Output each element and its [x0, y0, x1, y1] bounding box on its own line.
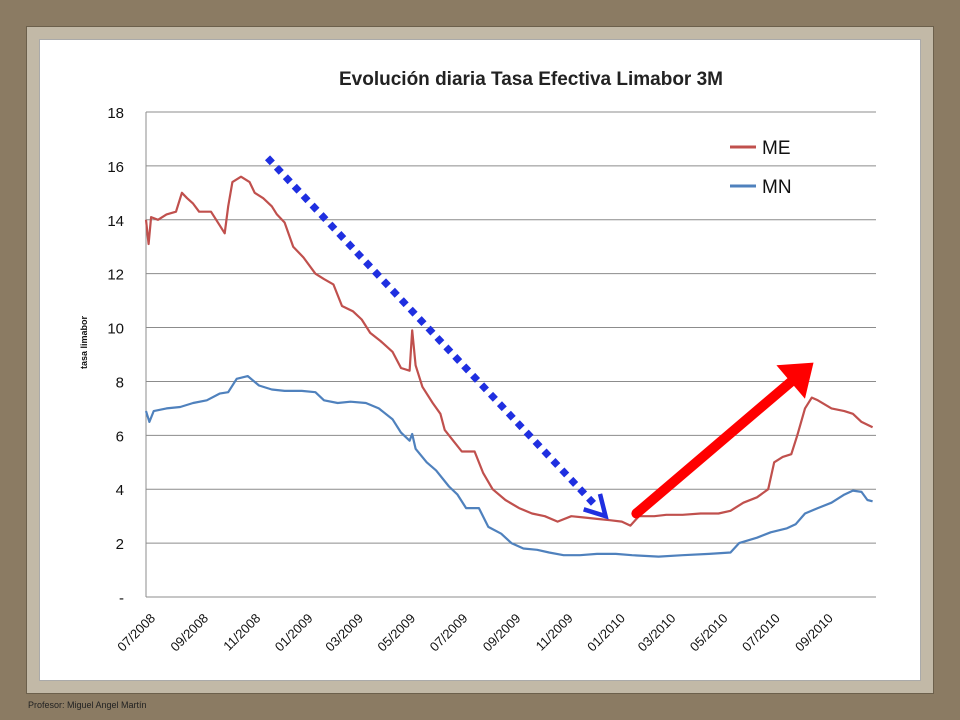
y-tick-label: 10	[107, 321, 124, 338]
chart-card: Evolución diaria Tasa Efectiva Limabor 3…	[39, 39, 921, 681]
y-tick-label: 12	[107, 267, 124, 284]
x-tick-label: 05/2010	[687, 611, 731, 655]
trend-arrow-up-head	[776, 362, 814, 399]
y-tick-label: 6	[116, 428, 124, 445]
x-tick-label: 11/2008	[220, 611, 263, 654]
x-tick-label: 09/2010	[792, 611, 836, 655]
x-tick-label: 01/2010	[584, 611, 628, 655]
y-axis-label: tasa limabor	[79, 315, 89, 369]
y-tick-label: -	[119, 590, 124, 607]
y-tick-label: 16	[107, 159, 124, 176]
legend-label-mn: MN	[762, 177, 792, 198]
y-tick-label: 14	[107, 213, 124, 230]
trend-arrow-down-head	[583, 493, 609, 520]
x-tick-label: 09/2008	[167, 611, 211, 655]
x-tick-label: 05/2009	[374, 611, 418, 655]
y-tick-label: 18	[107, 105, 124, 122]
series-line-mn	[144, 375, 873, 558]
legend-label-me: ME	[762, 138, 791, 159]
footer-credit: Profesor: Miguel Angel Martín	[28, 700, 147, 710]
x-tick-label: 07/2009	[427, 611, 471, 655]
x-tick-label: 03/2010	[635, 611, 679, 655]
y-tick-label: 4	[116, 482, 124, 499]
series-line-me	[144, 175, 874, 527]
x-tick-label: 01/2009	[272, 611, 316, 655]
line-chart: Evolución diaria Tasa Efectiva Limabor 3…	[79, 69, 876, 655]
trend-arrow-up-shaft	[631, 377, 796, 519]
y-tick-label: 8	[116, 374, 124, 391]
x-tick-label: 09/2009	[480, 611, 524, 655]
chart-title: Evolución diaria Tasa Efectiva Limabor 3…	[339, 69, 723, 90]
trend-arrow-down-shaft	[264, 155, 599, 509]
x-tick-label: 03/2009	[322, 611, 366, 655]
x-tick-label: 07/2008	[114, 611, 158, 655]
x-tick-label: 11/2009	[533, 611, 576, 654]
x-tick-label: 07/2010	[739, 611, 783, 655]
y-tick-label: 2	[116, 536, 124, 553]
